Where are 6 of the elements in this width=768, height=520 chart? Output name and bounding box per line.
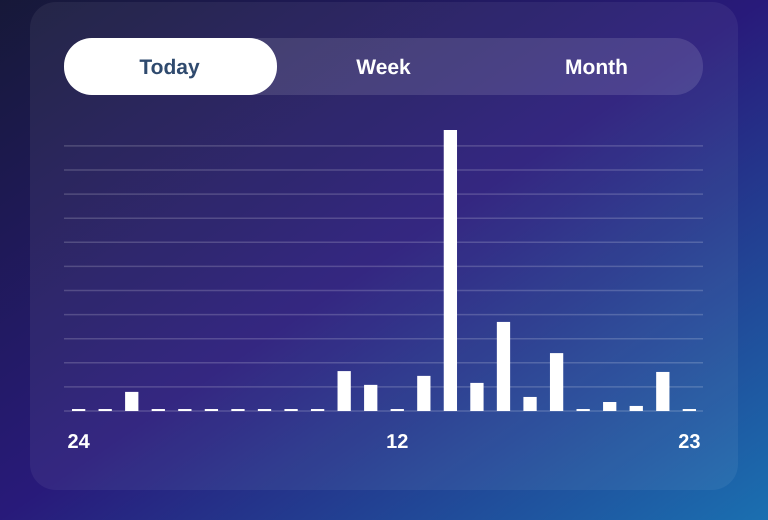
x-tick-label: 12	[386, 431, 408, 453]
text: Month	[565, 56, 628, 79]
x-tick-label: 24	[68, 431, 91, 453]
text: Today	[139, 56, 200, 79]
text: Week	[356, 56, 412, 79]
x-tick-label: 23	[678, 431, 700, 453]
